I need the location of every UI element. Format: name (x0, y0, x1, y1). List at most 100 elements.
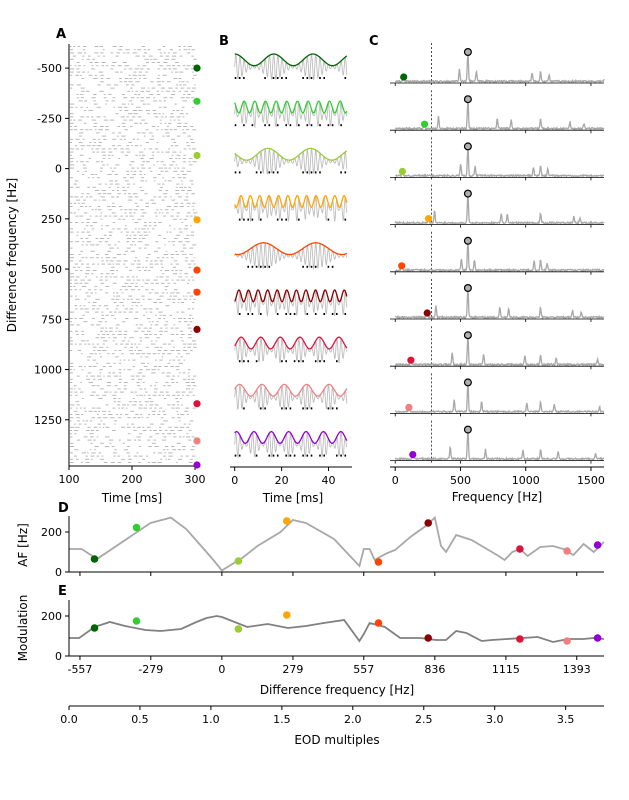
raster-spike (143, 78, 147, 79)
raster-spike (179, 55, 183, 57)
raster-spike (186, 385, 191, 387)
raster-spike (79, 260, 82, 262)
raster-spike (152, 228, 155, 230)
raster-spike (149, 311, 153, 313)
raster-spike (189, 215, 193, 217)
raster-spike (141, 177, 144, 179)
raster-spike (121, 94, 125, 95)
panel-e-xtick-label: 1393 (563, 663, 591, 676)
panel-b-spike (323, 77, 325, 79)
raster-spike (70, 273, 74, 275)
raster-spike (144, 270, 147, 271)
raster-spike (110, 270, 115, 271)
raster-spike (153, 439, 156, 441)
raster-spike (165, 132, 170, 134)
raster-spike (169, 225, 171, 227)
raster-spike (101, 161, 104, 163)
raster-spike (100, 458, 104, 460)
raster-spike (144, 337, 150, 339)
raster-spike (186, 433, 189, 435)
raster-spike (179, 398, 182, 399)
raster-spike (93, 78, 98, 79)
raster-spike (94, 289, 97, 291)
raster-spike (74, 145, 78, 147)
raster-spike (89, 433, 94, 435)
raster-spike (99, 372, 102, 374)
raster-spike (156, 161, 159, 163)
raster-spike (178, 318, 182, 319)
raster-spike (126, 174, 130, 175)
raster-spike (103, 138, 107, 140)
raster-spike (143, 308, 148, 310)
raster-spike (90, 442, 93, 444)
raster-spike (144, 401, 149, 403)
panel-b-envelope (234, 147, 348, 161)
raster-spike (132, 74, 138, 76)
raster-spike (153, 97, 156, 99)
panel-b-spike (344, 171, 347, 174)
panel-e-xtick-label: -557 (67, 663, 92, 676)
raster-spike (91, 385, 96, 387)
panel-b-carrier (234, 148, 348, 176)
panel-b-row (234, 383, 348, 411)
raster-spike (95, 257, 99, 259)
raster-spike (150, 401, 154, 403)
raster-spike (167, 81, 171, 83)
raster-spike (154, 116, 159, 118)
raster-spike (115, 263, 120, 265)
raster-spike (80, 462, 83, 463)
raster-spike (113, 398, 117, 399)
raster-spike (111, 196, 115, 198)
raster-spike (160, 423, 165, 425)
raster-spike (81, 369, 84, 371)
raster-spike (176, 186, 178, 188)
raster-spike (73, 423, 76, 425)
raster-spike (175, 164, 178, 166)
raster-spike (135, 305, 138, 307)
raster-spike (142, 279, 145, 281)
raster-spike (164, 196, 167, 198)
raster-spike (123, 382, 128, 383)
raster-spike (130, 353, 135, 355)
raster-spike (171, 94, 175, 95)
raster-spike (70, 106, 74, 108)
raster-spike (122, 298, 125, 300)
raster-spike (184, 254, 187, 255)
raster-spike (180, 97, 185, 99)
panel-b-spike (251, 265, 254, 268)
raster-spike (179, 270, 183, 271)
raster-spike (146, 62, 149, 63)
raster-spike (190, 142, 195, 143)
raster-spike (102, 423, 106, 425)
panel-b-spike (268, 454, 271, 457)
raster-spike (81, 263, 84, 265)
eod-axis-tick-label: 2.5 (415, 713, 433, 726)
panel-c-eod-marker (463, 142, 472, 151)
raster-spike (176, 382, 179, 383)
panel-b-row (234, 53, 348, 81)
raster-spike (156, 298, 161, 300)
raster-spike (99, 346, 104, 348)
raster-spike (168, 452, 173, 454)
raster-spike (183, 228, 188, 230)
raster-spike (76, 407, 78, 409)
raster-spike (190, 458, 193, 460)
raster-spike (146, 90, 151, 92)
raster-spike (143, 314, 146, 316)
panel-a-marker (193, 64, 201, 72)
raster-spike (86, 231, 90, 233)
raster-spike (88, 366, 92, 367)
panel-c-af-marker (400, 73, 408, 81)
raster-spike (178, 420, 181, 422)
raster-spike (107, 174, 112, 175)
raster-spike (73, 119, 76, 121)
panel-b-spike (264, 77, 266, 79)
raster-spike (161, 199, 165, 201)
raster-spike (180, 279, 186, 281)
raster-spike (134, 391, 137, 393)
raster-spike (144, 334, 148, 335)
panel-b-spike (289, 313, 292, 315)
raster-spike (138, 71, 142, 73)
raster-spike (181, 254, 184, 255)
eod-multiples-axis: 0.0 0.5 1.0 1.5 2.0 2.5 3.0 3.5 (60, 705, 604, 726)
